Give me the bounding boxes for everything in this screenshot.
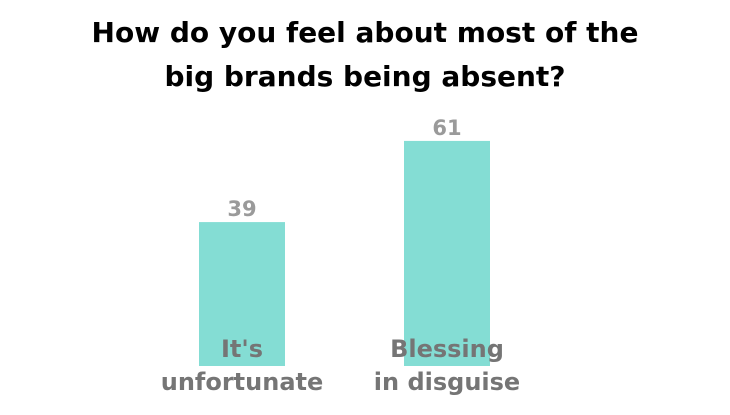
labels-layer: 39 It's unfortunate 61 Blessing in disguise (161, 116, 520, 396)
data-label-1: 39 (227, 197, 256, 221)
data-label-2: 61 (432, 116, 461, 140)
bar-1 (199, 222, 285, 366)
category-label-1-line-2: unfortunate (161, 368, 324, 396)
category-label-2-line-1: Blessing (390, 335, 504, 363)
chart-title-line-1: How do you feel about most of the (92, 16, 639, 49)
bars-layer (199, 140, 490, 366)
bar-2 (404, 140, 490, 366)
category-label-1-line-1: It's (221, 335, 263, 363)
chart-title-line-2: big brands being absent? (164, 60, 565, 93)
category-label-2-line-2: in disguise (374, 368, 520, 396)
